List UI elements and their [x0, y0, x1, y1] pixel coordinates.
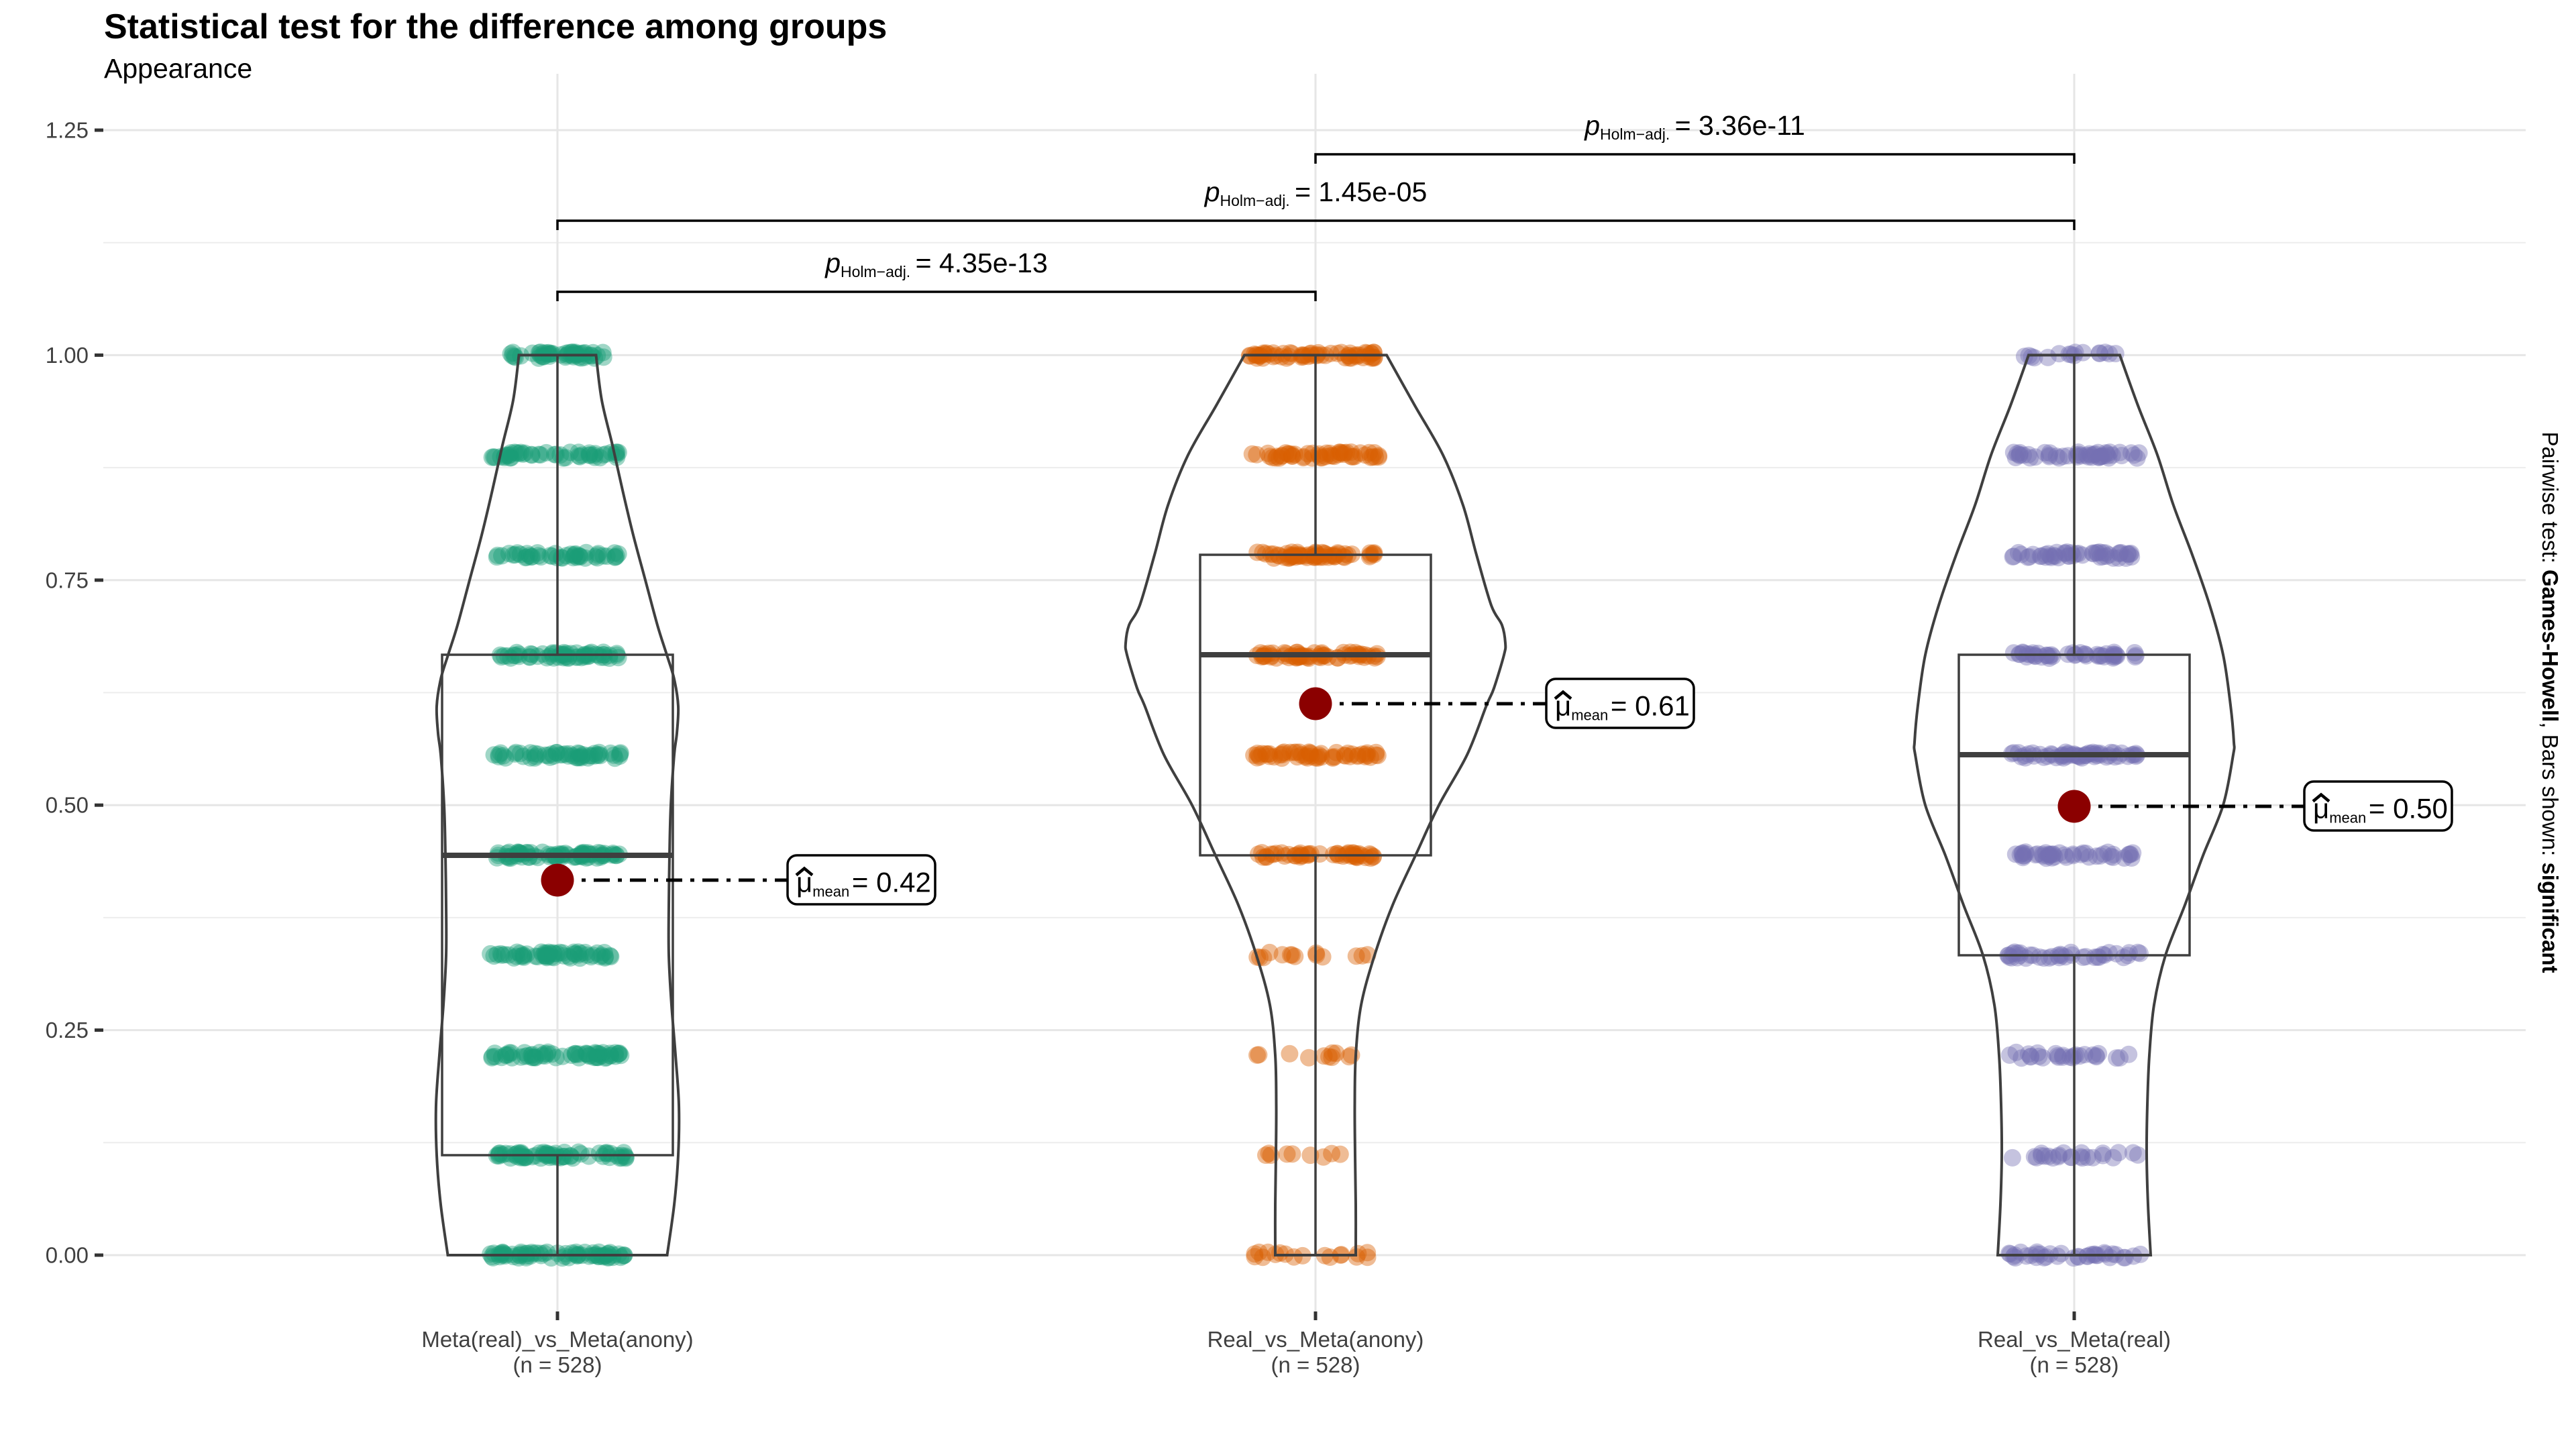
- svg-text:pHolm−adj. = 1.45e-05: pHolm−adj. = 1.45e-05: [1203, 176, 1428, 209]
- svg-text:Real_vs_Meta(anony): Real_vs_Meta(anony): [1208, 1327, 1424, 1352]
- svg-text:pHolm−adj. = 3.36e-11: pHolm−adj. = 3.36e-11: [1583, 110, 1805, 143]
- svg-text:1.00: 1.00: [46, 343, 89, 368]
- svg-text:0.25: 0.25: [46, 1018, 89, 1042]
- svg-text:Statistical test for the diffe: Statistical test for the difference amon…: [104, 7, 887, 46]
- svg-text:1.25: 1.25: [46, 118, 89, 143]
- svg-text:Meta(real)_vs_Meta(anony): Meta(real)_vs_Meta(anony): [421, 1327, 693, 1352]
- svg-text:0.75: 0.75: [46, 568, 89, 592]
- svg-text:μmean = 0.42: μmean = 0.42: [796, 867, 931, 900]
- svg-text:0.00: 0.00: [46, 1243, 89, 1268]
- svg-text:Pairwise test: Games-Howell, B: Pairwise test: Games-Howell, Bars shown:…: [2538, 432, 2563, 973]
- svg-text:(n = 528): (n = 528): [513, 1352, 602, 1377]
- svg-text:pHolm−adj. = 4.35e-13: pHolm−adj. = 4.35e-13: [824, 248, 1048, 280]
- svg-text:(n = 528): (n = 528): [2030, 1352, 2119, 1377]
- svg-text:0.50: 0.50: [46, 793, 89, 818]
- svg-text:(n = 528): (n = 528): [1271, 1352, 1360, 1377]
- svg-text:μmean = 0.61: μmean = 0.61: [1555, 690, 1690, 724]
- svg-text:Appearance: Appearance: [104, 53, 252, 84]
- svg-text:Real_vs_Meta(real): Real_vs_Meta(real): [1978, 1327, 2171, 1352]
- svg-text:μmean = 0.50: μmean = 0.50: [2313, 793, 2448, 826]
